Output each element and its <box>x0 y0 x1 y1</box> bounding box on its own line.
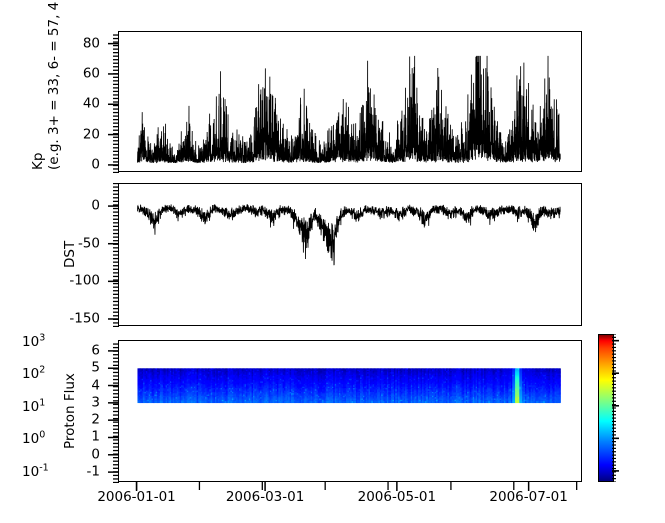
y-tick-label: 40 <box>82 95 100 112</box>
proton-flux-cells <box>137 368 561 404</box>
y-tick-label: -100 <box>69 272 100 289</box>
kp-axis-title-line2: (e.g. 3+ = 33, 6- = 57, 4 = 40, etc.) <box>46 0 62 170</box>
kp-data-trace <box>137 55 561 164</box>
x-tick-label: 2006-03-01 <box>225 489 305 505</box>
y-tick-label: 60 <box>82 65 100 82</box>
y-tick-label: 20 <box>82 125 100 142</box>
plot-panel-kp <box>118 31 582 172</box>
y-tick-label: 0 <box>91 156 100 173</box>
y-tick-label: 0 <box>91 446 100 463</box>
y-tick-label: 6 <box>91 342 100 359</box>
flux-axis-title: Proton Flux <box>62 373 78 449</box>
x-tick-label: 2006-07-01 <box>489 489 568 505</box>
colorbar-tick-label: 100 <box>22 429 46 448</box>
y-tick-label: -50 <box>77 234 100 251</box>
dst-trace-svg <box>137 204 561 266</box>
y-tick-label: 4 <box>91 376 100 393</box>
x-tick-label: 2006-05-01 <box>357 489 437 505</box>
x-tick-label: 2006-01-01 <box>97 489 176 505</box>
colorbar-tickmarks <box>612 334 619 482</box>
proton-flux-heatmap <box>137 368 561 404</box>
colorbar-tick-label: 102 <box>22 364 46 382</box>
colorbar <box>598 334 619 482</box>
kp-trace-svg <box>137 55 561 164</box>
kp-axis-title-line1: Kp <box>30 152 46 170</box>
dst-data-trace <box>137 204 561 266</box>
y-tick-label: -150 <box>69 310 100 327</box>
y-tick-label: 5 <box>91 359 100 376</box>
y-tick-label: -1 <box>86 463 100 480</box>
plot-panel-proton-flux <box>118 340 582 482</box>
colorbar-tick-label: 103 <box>22 331 46 350</box>
dst-axis-title: DST <box>62 240 78 268</box>
y-tick-label: 0 <box>91 197 100 214</box>
y-tick-label: 1 <box>91 428 100 445</box>
y-tick-label: 80 <box>82 34 100 51</box>
colorbar-tick-label: 10-1 <box>22 462 49 480</box>
plot-panel-dst <box>118 183 582 326</box>
colorbar-tick-label: 101 <box>22 397 46 415</box>
y-tick-label: 2 <box>91 411 100 428</box>
y-tick-label: 3 <box>91 394 100 411</box>
